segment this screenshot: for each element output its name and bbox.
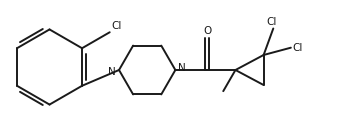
- Text: O: O: [203, 26, 211, 36]
- Text: Cl: Cl: [111, 21, 122, 31]
- Text: N: N: [178, 63, 186, 73]
- Text: Cl: Cl: [266, 17, 277, 27]
- Text: Cl: Cl: [293, 43, 303, 53]
- Text: N: N: [108, 67, 116, 77]
